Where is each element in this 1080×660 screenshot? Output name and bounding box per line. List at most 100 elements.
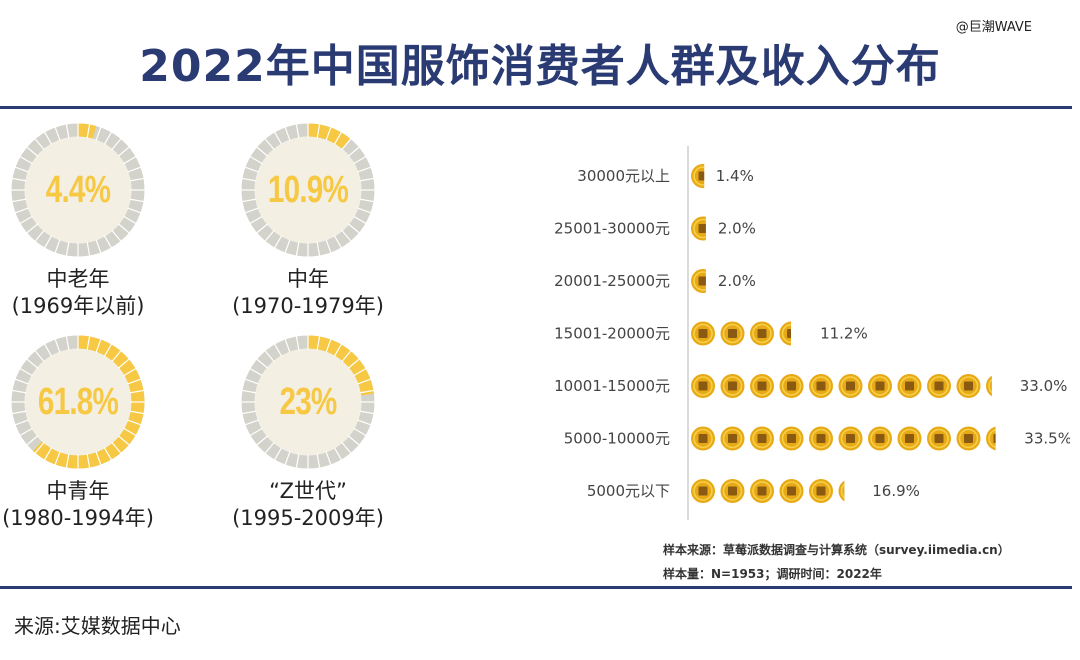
donut-segment-gap <box>103 131 113 145</box>
cohort-label-young-adult: 中青年 (1980-1994年) <box>0 478 198 532</box>
donut-segment-gap <box>111 441 122 455</box>
donut-segment-gap <box>295 123 300 139</box>
coin-hole <box>846 434 855 443</box>
coin-icon <box>750 426 774 451</box>
cohort-name: “Z世代” <box>269 479 347 503</box>
coin-ring <box>811 428 831 449</box>
cohort-name: 中老年 <box>46 267 110 291</box>
bar-row: 5000元以下 16.9% <box>587 479 920 503</box>
coin-hole <box>787 329 791 338</box>
coin-ring <box>722 323 743 344</box>
bottom-divider <box>0 586 1072 589</box>
donut-segment-gap <box>359 198 375 203</box>
coin-icon <box>750 321 774 346</box>
coin-ring <box>752 481 772 501</box>
bar-row: 25001-30000元 2.0% <box>554 216 756 241</box>
donut-segment-gap <box>347 146 361 157</box>
coin-hole <box>934 381 944 391</box>
coin-ring <box>958 376 979 396</box>
coin-icon <box>691 269 706 293</box>
coin-ring <box>752 376 772 396</box>
donut-inner-disc <box>254 348 362 456</box>
cohort-name: 中年 <box>287 267 329 291</box>
donut-segment-gap <box>333 131 343 145</box>
donut-segment-gap <box>65 335 70 351</box>
donut-segment-gap <box>273 131 283 145</box>
donut-segment-gap <box>284 338 291 353</box>
donut-segment-gap <box>123 155 137 165</box>
coin-icon <box>927 426 951 451</box>
donut-value-label: 10.9% <box>267 168 349 211</box>
donut-segment-gap <box>341 441 352 455</box>
donut-segment-gap <box>34 229 45 243</box>
coin-icon <box>838 374 863 398</box>
donut-segment-gap <box>316 453 321 469</box>
donut-chart-gen-z: 23% <box>238 332 378 472</box>
coin-rim <box>691 269 706 293</box>
donut-segment-gap <box>359 177 375 182</box>
coin-ring <box>781 376 802 396</box>
donut-svg <box>10 122 146 258</box>
coin-ring <box>840 483 845 499</box>
coin-hole <box>846 381 855 391</box>
coin-hole <box>757 486 767 496</box>
donut-segment-gap <box>273 343 283 357</box>
donut-segment-gap <box>65 453 70 469</box>
donut-segment-gap <box>264 229 275 243</box>
coin-ring <box>752 428 772 449</box>
donut-segment-gap <box>25 146 39 157</box>
coin-hole <box>728 329 737 338</box>
donut-inner-disc <box>254 136 362 244</box>
donut-segment-gap <box>284 126 291 141</box>
coin-hole <box>875 434 885 443</box>
donut-segment-gap <box>54 126 61 141</box>
donut-segment-gap <box>129 389 145 394</box>
donut-value-label: 4.4% <box>45 168 111 211</box>
coin-ring <box>929 428 949 449</box>
coin-icon <box>838 426 863 451</box>
cohort-range: (1995-2009年) <box>232 506 384 530</box>
top-divider <box>0 106 1072 109</box>
donut-segment-gap <box>14 207 29 214</box>
donut-segment-gap <box>86 453 91 469</box>
coin-ring <box>781 323 791 344</box>
donut-segment-gap <box>244 207 259 214</box>
donut-chart-elderly: 4.4% <box>8 120 148 260</box>
donut-segment-gap <box>19 367 33 377</box>
sample-source-note: 样本来源：草莓派数据调查与计算系统（survey.iimedia.cn） <box>663 543 1010 557</box>
donut-segment-gap <box>19 215 33 225</box>
coin-ring <box>929 376 949 396</box>
coin-ring <box>693 166 705 186</box>
coin-ring <box>693 218 706 239</box>
coin-hole <box>757 434 767 443</box>
coin-ring <box>781 481 802 501</box>
coin-ring <box>722 428 743 449</box>
donut-segment-gap <box>25 358 39 369</box>
bar-category-label: 15001-20000元 <box>554 325 670 343</box>
donut-segment-gap <box>14 419 29 426</box>
donut-segment-gap <box>341 349 352 363</box>
coin-icon <box>720 426 745 451</box>
donut-segment-gap <box>14 166 29 173</box>
cohort-range: (1969年以前) <box>11 294 145 318</box>
coin-icon <box>691 216 706 241</box>
cohort-range: (1980-1994年) <box>2 506 154 530</box>
coin-ring <box>693 376 713 396</box>
cohort-label-middle-aged: 中年 (1970-1979年) <box>188 266 428 320</box>
bar-category-label: 30000元以上 <box>577 167 670 185</box>
coin-icon <box>691 164 705 188</box>
donut-segment-gap <box>43 235 53 249</box>
donut-segment-gap <box>241 198 257 203</box>
coin-hole <box>905 381 914 391</box>
coin-ring <box>693 271 706 291</box>
donut-segment-gap <box>284 451 291 466</box>
donut-segment-gap <box>65 241 70 257</box>
coin-hole <box>816 381 826 391</box>
coin-icon <box>897 426 922 451</box>
donut-segment-gap <box>353 367 367 377</box>
coin-ring <box>870 428 890 449</box>
cohort-name: 中青年 <box>46 479 110 503</box>
donut-segment-gap <box>11 410 27 415</box>
coin-ring <box>781 428 802 449</box>
donut-segment-gap <box>264 137 275 151</box>
